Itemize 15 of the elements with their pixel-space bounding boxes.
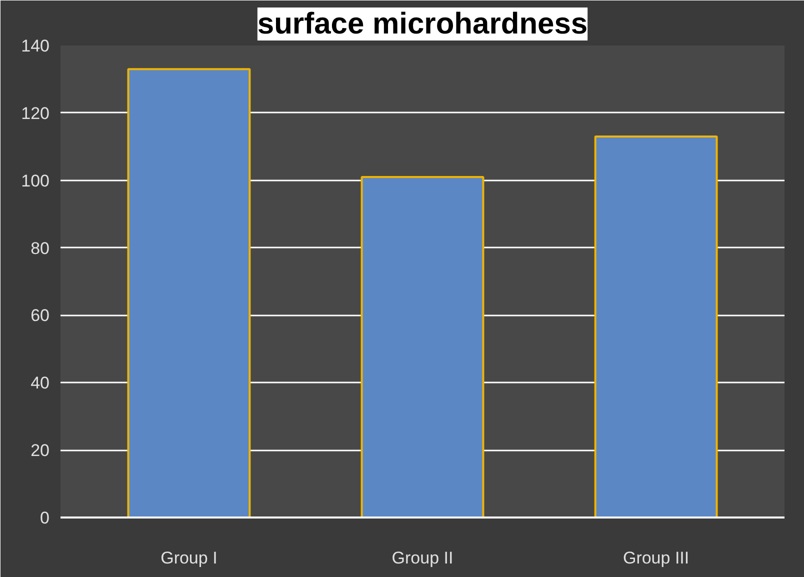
y-tick-label: 120 xyxy=(21,104,50,123)
y-tick-label: 60 xyxy=(30,306,50,326)
x-tick-label: Group II xyxy=(392,548,454,568)
y-tick-label: 100 xyxy=(21,171,50,190)
bar xyxy=(127,68,251,518)
y-tick-label: 0 xyxy=(40,508,50,528)
y-tick-label: 40 xyxy=(30,374,50,393)
bar xyxy=(360,176,484,518)
chart-title: surface microhardness xyxy=(257,8,588,40)
x-tick-label: Group I xyxy=(160,548,218,568)
bar xyxy=(594,136,718,518)
y-tick-label: 140 xyxy=(21,36,50,56)
y-tick-label: 80 xyxy=(30,238,50,258)
y-tick-label: 20 xyxy=(30,441,50,460)
x-tick-label: Group III xyxy=(622,548,690,568)
